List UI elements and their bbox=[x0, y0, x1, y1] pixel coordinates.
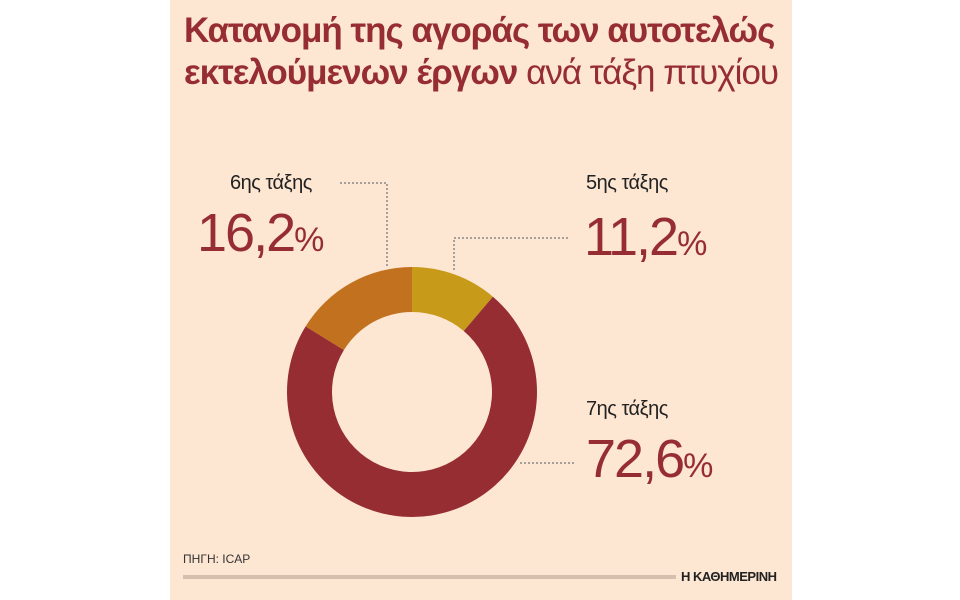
segment-5ης bbox=[412, 267, 493, 332]
leader-line-5 bbox=[453, 237, 570, 270]
label-7-name: 7ης τάξης bbox=[586, 398, 668, 420]
footer-rule bbox=[183, 575, 676, 579]
chart-title: Κατανομή της αγοράς των αυτοτελώς εκτελο… bbox=[184, 10, 784, 94]
segment-6ης bbox=[305, 267, 412, 350]
label-6-name: 6ης τάξης bbox=[230, 172, 312, 194]
title-subtitle: ανά τάξη πτυχίου bbox=[526, 53, 779, 92]
leader-line-6 bbox=[340, 182, 388, 268]
title-line2-bold: εκτελούμενων έργων bbox=[184, 53, 518, 92]
segment-7ης bbox=[286, 296, 537, 518]
label-6-value: 16,2% bbox=[197, 203, 324, 263]
label-5-name: 5ης τάξης bbox=[586, 172, 668, 194]
source-note: ΠΗΓΗ: ICAP bbox=[183, 552, 251, 566]
label-5-value: 11,2% bbox=[584, 207, 707, 267]
brand-logo: Η ΚΑΘΗΜΕΡΙΝΗ bbox=[681, 569, 777, 584]
label-7-value: 72,6% bbox=[586, 429, 713, 489]
title-line1: Κατανομή της αγοράς των αυτοτελώς bbox=[184, 11, 775, 50]
